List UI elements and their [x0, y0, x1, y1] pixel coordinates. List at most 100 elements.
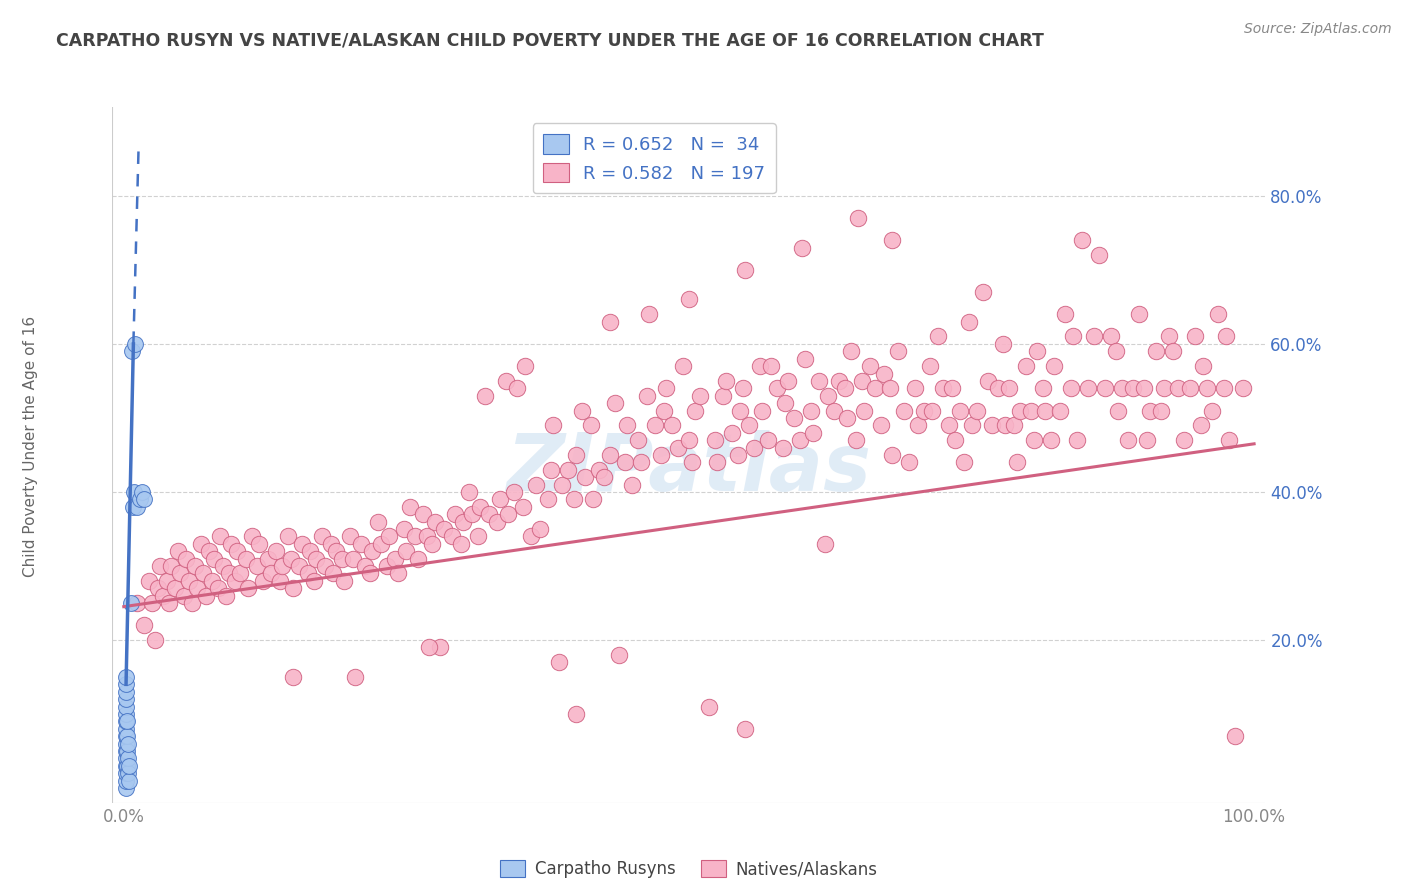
Point	[986, 381, 1008, 395]
Point	[1159, 329, 1181, 343]
Point	[756, 433, 779, 447]
Point	[353, 558, 375, 573]
Point	[122, 484, 145, 499]
Point	[179, 574, 201, 588]
Point	[932, 381, 955, 395]
Point	[1189, 418, 1212, 433]
Point	[879, 381, 901, 395]
Point	[980, 418, 1002, 433]
Point	[851, 374, 873, 388]
Point	[1184, 329, 1206, 343]
Point	[749, 359, 772, 373]
Point	[613, 455, 636, 469]
Point	[361, 544, 384, 558]
Point	[912, 403, 935, 417]
Point	[1039, 433, 1062, 447]
Point	[163, 581, 186, 595]
Point	[977, 374, 1000, 388]
Point	[173, 589, 195, 603]
Point	[1133, 381, 1156, 395]
Point	[921, 403, 943, 417]
Point	[339, 529, 361, 543]
Point	[214, 589, 236, 603]
Point	[1173, 433, 1195, 447]
Point	[406, 551, 429, 566]
Point	[134, 492, 156, 507]
Point	[311, 529, 333, 543]
Point	[418, 640, 440, 655]
Point	[1004, 418, 1026, 433]
Point	[319, 537, 342, 551]
Point	[299, 544, 322, 558]
Point	[557, 463, 579, 477]
Point	[949, 403, 972, 417]
Point	[115, 773, 138, 788]
Point	[571, 403, 593, 417]
Text: ZIPatlas: ZIPatlas	[506, 430, 872, 508]
Point	[994, 418, 1017, 433]
Point	[266, 544, 288, 558]
Point	[574, 470, 596, 484]
Point	[115, 751, 138, 765]
Point	[186, 581, 208, 595]
Point	[145, 632, 167, 647]
Point	[218, 566, 240, 581]
Point	[562, 492, 585, 507]
Point	[938, 418, 960, 433]
Point	[834, 381, 856, 395]
Point	[1060, 381, 1083, 395]
Point	[370, 537, 392, 551]
Point	[117, 751, 139, 765]
Text: CARPATHO RUSYN VS NATIVE/ALASKAN CHILD POVERTY UNDER THE AGE OF 16 CORRELATION C: CARPATHO RUSYN VS NATIVE/ALASKAN CHILD P…	[56, 31, 1045, 49]
Point	[1099, 329, 1122, 343]
Point	[506, 381, 529, 395]
Point	[644, 418, 666, 433]
Point	[249, 537, 271, 551]
Point	[314, 558, 336, 573]
Point	[325, 544, 347, 558]
Point	[115, 677, 138, 691]
Point	[548, 655, 571, 669]
Point	[1232, 381, 1254, 395]
Point	[283, 581, 305, 595]
Point	[1033, 403, 1056, 417]
Point	[167, 544, 190, 558]
Point	[269, 574, 291, 588]
Point	[1049, 403, 1071, 417]
Point	[489, 492, 512, 507]
Point	[302, 574, 325, 588]
Point	[412, 507, 434, 521]
Point	[208, 529, 231, 543]
Point	[672, 359, 695, 373]
Point	[378, 529, 401, 543]
Point	[117, 737, 139, 751]
Point	[727, 448, 749, 462]
Point	[1206, 307, 1229, 321]
Point	[375, 558, 398, 573]
Point	[790, 241, 813, 255]
Point	[330, 551, 353, 566]
Point	[1122, 381, 1144, 395]
Point	[246, 558, 269, 573]
Point	[174, 551, 197, 566]
Point	[115, 766, 138, 780]
Point	[627, 433, 650, 447]
Point	[800, 403, 823, 417]
Point	[115, 714, 138, 729]
Point	[898, 455, 921, 469]
Point	[524, 477, 547, 491]
Point	[283, 670, 305, 684]
Point	[607, 648, 630, 662]
Point	[1153, 381, 1175, 395]
Point	[697, 699, 720, 714]
Point	[423, 515, 446, 529]
Point	[160, 558, 183, 573]
Point	[907, 418, 929, 433]
Point	[1071, 233, 1094, 247]
Point	[882, 448, 904, 462]
Point	[117, 766, 139, 780]
Point	[817, 389, 839, 403]
Point	[127, 500, 149, 514]
Point	[422, 537, 444, 551]
Point	[240, 529, 263, 543]
